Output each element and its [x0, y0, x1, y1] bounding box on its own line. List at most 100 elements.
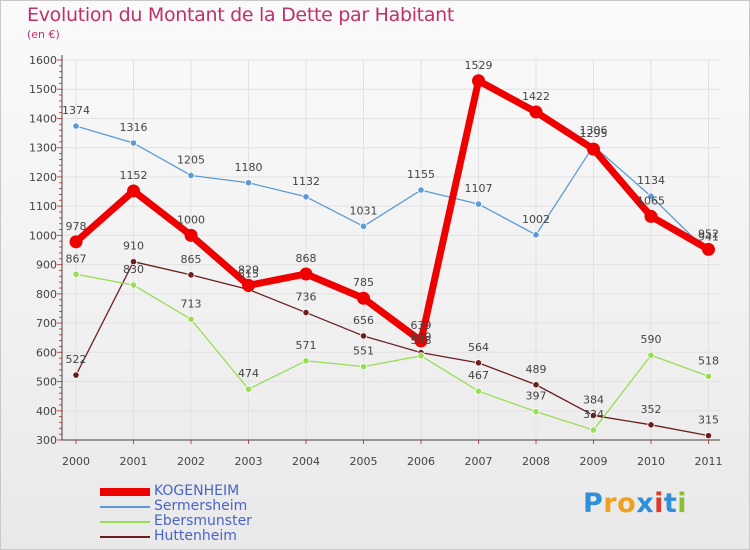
- y-tick-label: 1600: [29, 54, 57, 67]
- data-point: [302, 193, 310, 201]
- data-label: 474: [238, 367, 259, 380]
- data-label: 551: [353, 345, 374, 358]
- data-label: 1180: [235, 161, 263, 174]
- series-line-sermersheim: [75, 125, 710, 254]
- legend-label: Huttenheim: [154, 528, 237, 544]
- data-point: [129, 258, 138, 266]
- data-point: [302, 357, 310, 365]
- data-point: [359, 363, 368, 371]
- data-label: 1529: [465, 59, 493, 72]
- y-tick-label: 700: [36, 317, 57, 330]
- legend-swatch: [100, 505, 150, 508]
- data-point: [702, 242, 715, 256]
- data-point: [72, 270, 80, 278]
- data-label: 941: [698, 231, 719, 244]
- data-label: 489: [526, 363, 547, 376]
- data-point: [187, 271, 195, 279]
- data-point: [529, 105, 543, 119]
- data-label: 384: [583, 393, 604, 406]
- logo-letter: r: [603, 488, 618, 519]
- data-point: [589, 426, 598, 434]
- y-tick-label: 1400: [29, 112, 57, 125]
- data-label: 736: [296, 291, 317, 304]
- data-label: 830: [123, 263, 144, 276]
- data-label: 713: [181, 297, 202, 310]
- x-tick-label: 2010: [637, 455, 665, 468]
- y-tick-label: 800: [36, 288, 57, 301]
- data-point: [474, 387, 483, 395]
- data-label: 639: [411, 319, 432, 332]
- y-tick-label: 400: [36, 405, 57, 418]
- logo-letter: t: [663, 488, 678, 519]
- series-line-kogenheim: [72, 77, 712, 345]
- data-label: 785: [353, 276, 374, 289]
- data-label: 1134: [637, 174, 665, 187]
- y-tick-label: 900: [36, 259, 57, 272]
- data-label: 865: [181, 253, 202, 266]
- data-point: [359, 332, 368, 340]
- x-tick-label: 2009: [580, 455, 608, 468]
- x-tick-label: 2011: [695, 455, 723, 468]
- data-label: 656: [353, 314, 374, 327]
- data-label: 1205: [177, 153, 205, 166]
- data-point: [532, 231, 540, 239]
- data-point: [244, 385, 253, 393]
- data-label: 1316: [120, 121, 148, 134]
- chart-title: Evolution du Montant de la Dette par Hab…: [27, 4, 455, 26]
- logo-letter: P: [583, 488, 604, 519]
- data-point: [242, 278, 255, 292]
- legend-label: KOGENHEIM: [154, 483, 240, 499]
- data-label: 952: [698, 227, 719, 240]
- data-point: [587, 142, 600, 156]
- data-label: 829: [238, 263, 259, 276]
- data-label: 1031: [350, 204, 378, 217]
- data-point: [417, 186, 425, 194]
- proxiti-logo: Proxiti: [583, 488, 687, 519]
- y-tick-label: 300: [36, 434, 57, 447]
- data-label: 334: [583, 408, 604, 421]
- logo-letter: i: [677, 488, 688, 519]
- data-label: 522: [66, 353, 87, 366]
- legend-swatch: [100, 520, 150, 523]
- data-label: 1295: [580, 127, 608, 140]
- data-point: [474, 359, 483, 367]
- data-point: [647, 351, 655, 359]
- data-label: 1000: [177, 213, 205, 226]
- data-point: [184, 228, 198, 242]
- series-line-ebersmunster: [75, 273, 710, 431]
- legend-label: Ebersmunster: [154, 513, 252, 529]
- x-tick-label: 2007: [465, 455, 493, 468]
- data-point: [472, 74, 485, 88]
- data-label: 868: [296, 252, 317, 265]
- logo-letter: x: [636, 488, 655, 519]
- y-tick-label: 500: [36, 376, 57, 389]
- legend-label: Sermersheim: [154, 498, 248, 514]
- data-label: 588: [411, 334, 432, 347]
- legend-item: Huttenheim: [100, 529, 252, 544]
- data-point: [72, 122, 80, 130]
- data-point: [302, 308, 310, 317]
- y-tick-label: 1200: [29, 171, 57, 184]
- data-point: [187, 171, 195, 180]
- data-label: 910: [123, 240, 144, 253]
- data-label: 1422: [522, 90, 550, 103]
- data-label: 571: [296, 339, 317, 352]
- legend-item: Ebersmunster: [100, 514, 252, 529]
- data-point: [589, 411, 598, 420]
- y-tick-label: 600: [36, 346, 57, 359]
- x-tick-label: 2006: [407, 455, 435, 468]
- legend-item: KOGENHEIM: [100, 484, 252, 499]
- data-point: [299, 267, 313, 281]
- data-label: 978: [66, 220, 87, 233]
- data-label: 315: [698, 414, 719, 427]
- data-label: 518: [698, 354, 719, 367]
- data-point: [417, 352, 425, 360]
- y-tick-label: 1000: [29, 229, 57, 242]
- data-point: [244, 179, 253, 187]
- x-tick-label: 2008: [522, 455, 550, 468]
- data-label: 1152: [120, 169, 148, 182]
- data-point: [414, 334, 428, 348]
- x-tick-label: 2000: [62, 455, 90, 468]
- x-tick-label: 2005: [350, 455, 378, 468]
